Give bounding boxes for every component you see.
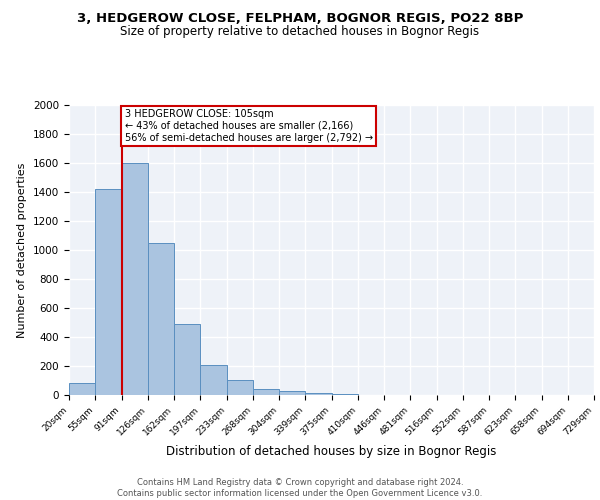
Bar (253, 389, 279, 395)
Y-axis label: Number of detached properties: Number of detached properties (17, 162, 28, 338)
Text: 3, HEDGEROW CLOSE, FELPHAM, BOGNOR REGIS, PO22 8BP: 3, HEDGEROW CLOSE, FELPHAM, BOGNOR REGIS… (77, 12, 523, 26)
Bar (331, 394, 358, 395)
Bar (174, 324, 200, 395)
Text: Contains HM Land Registry data © Crown copyright and database right 2024.
Contai: Contains HM Land Registry data © Crown c… (118, 478, 482, 498)
Text: 3 HEDGEROW CLOSE: 105sqm
← 43% of detached houses are smaller (2,166)
56% of sem: 3 HEDGEROW CLOSE: 105sqm ← 43% of detach… (125, 110, 373, 142)
Bar (279, 392, 305, 395)
X-axis label: Distribution of detached houses by size in Bognor Regis: Distribution of detached houses by size … (166, 445, 497, 458)
Bar (200, 366, 227, 395)
Bar (148, 243, 174, 395)
Bar (305, 393, 331, 395)
Bar (95, 189, 121, 395)
Bar (121, 163, 148, 395)
Bar (227, 380, 253, 395)
Text: Size of property relative to detached houses in Bognor Regis: Size of property relative to detached ho… (121, 25, 479, 38)
Bar (69, 384, 95, 395)
